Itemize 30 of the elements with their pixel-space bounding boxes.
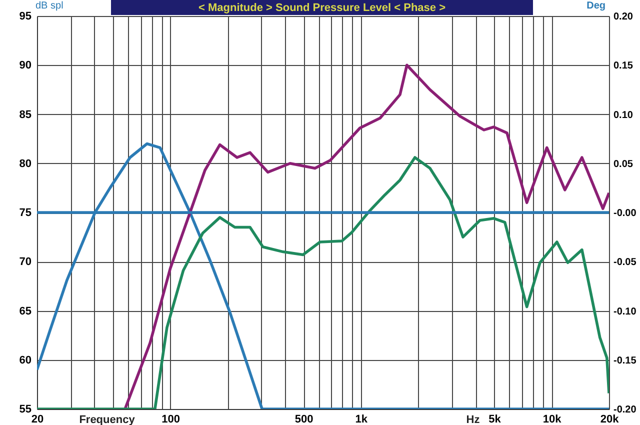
y-tick-label: 95 [19,10,32,22]
y-tick-label: 80 [19,158,32,170]
y2-tick-label: -0.05 [614,257,637,268]
y-axis-title: dB spl [36,0,64,12]
x-axis-title: Frequency [79,414,136,425]
y2-tick-label: 0.05 [614,158,634,170]
x-tick-label: 1k [355,414,368,425]
y-tick-label: 60 [19,354,32,366]
x-tick-label: 10k [542,414,562,425]
y2-tick-label: 0.20 [614,12,634,22]
y2-tick-label: -0.00 [614,208,637,219]
x-tick-label: 100 [162,414,180,425]
y2-tick-label: -0.15 [614,355,637,366]
y2-tick-label: 0.10 [614,110,634,121]
y-tick-label: 90 [19,60,32,72]
text: Hz [466,414,480,425]
x-tick-label: 500 [294,414,314,425]
y2-axis-title: Deg [586,0,606,12]
x-tick-label: 20 [31,414,44,425]
y-tick-label: 70 [19,256,32,268]
y-tick-label: 55 [19,404,32,416]
y-tick-label: 65 [19,305,32,318]
x-tick-label: 20k [600,414,620,425]
y-tick-label: 75 [19,207,32,219]
x-tick-label: 5k [488,414,502,425]
chart-title: < Magnitude > Sound Pressure Level < Phase > [198,2,446,14]
y2-tick-label: -0.10 [614,306,637,318]
y2-tick-label: 0.15 [614,60,634,72]
y2-tick-label: -0.20 [614,404,637,416]
y-tick-label: 85 [19,108,32,121]
